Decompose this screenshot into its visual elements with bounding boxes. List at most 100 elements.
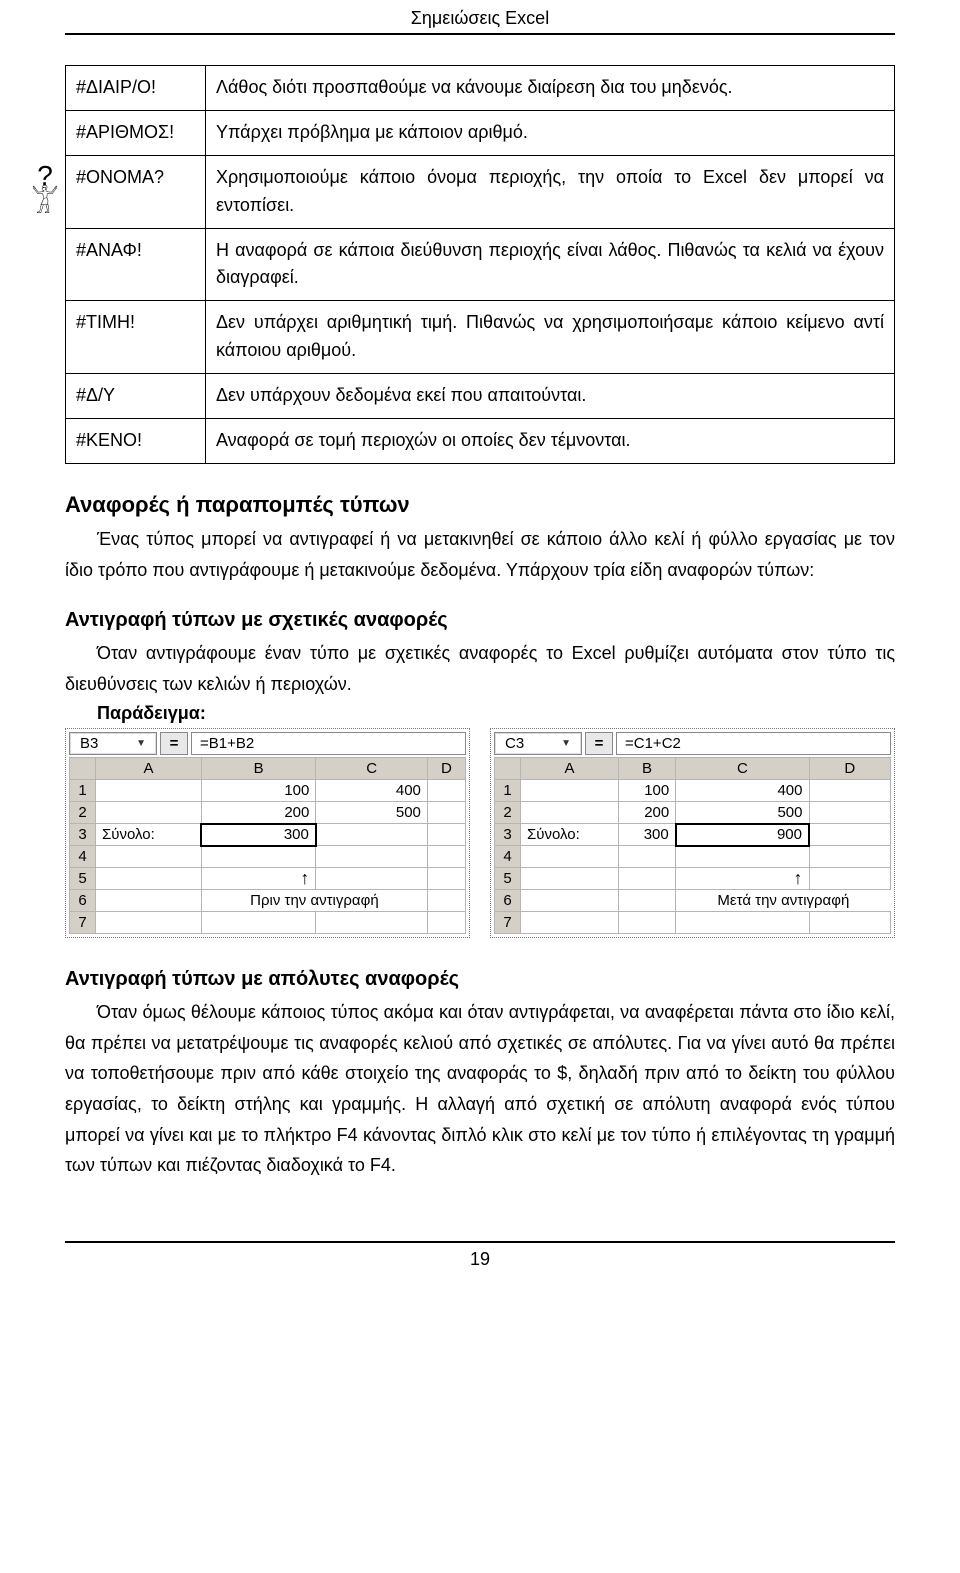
corner-cell[interactable]: [70, 758, 96, 780]
cell[interactable]: [427, 912, 465, 934]
cell[interactable]: [427, 824, 465, 846]
error-code: #ΑΝΑΦ!: [66, 228, 206, 301]
cell[interactable]: [809, 912, 891, 934]
name-box[interactable]: C3 ▼: [494, 732, 582, 755]
row-header[interactable]: 2: [495, 802, 521, 824]
row-header[interactable]: 7: [70, 912, 96, 934]
error-code: #ΑΡΙΘΜΟΣ!: [66, 110, 206, 155]
cell[interactable]: 200: [618, 802, 675, 824]
table-row: #ΔΙΑΙΡ/Ο!Λάθος διότι προσπαθούμε να κάνο…: [66, 66, 895, 111]
page-header-title: Σημειώσεις Excel: [65, 0, 895, 35]
cell[interactable]: [316, 824, 428, 846]
cell[interactable]: 100: [201, 780, 315, 802]
cell[interactable]: 400: [676, 780, 809, 802]
cell[interactable]: 500: [676, 802, 809, 824]
cell[interactable]: 400: [316, 780, 428, 802]
col-header[interactable]: C: [676, 758, 809, 780]
col-header[interactable]: B: [618, 758, 675, 780]
cell[interactable]: [96, 802, 202, 824]
cell[interactable]: [676, 846, 809, 868]
cell[interactable]: [427, 846, 465, 868]
row-header[interactable]: 5: [70, 868, 96, 890]
cell[interactable]: [96, 868, 202, 890]
row-header[interactable]: 5: [495, 868, 521, 890]
error-desc: Αναφορά σε τομή περιοχών οι οποίες δεν τ…: [206, 419, 895, 464]
cell[interactable]: [521, 780, 619, 802]
cell[interactable]: [618, 912, 675, 934]
cell[interactable]: [427, 890, 465, 912]
equals-button[interactable]: =: [160, 732, 188, 755]
row-header[interactable]: 1: [70, 780, 96, 802]
cell[interactable]: [618, 846, 675, 868]
cell[interactable]: [201, 846, 315, 868]
sheet-caption: Πριν την αντιγραφή: [201, 890, 427, 912]
cell[interactable]: [96, 846, 202, 868]
cell[interactable]: [809, 846, 891, 868]
row-header[interactable]: 3: [70, 824, 96, 846]
cell[interactable]: [316, 912, 428, 934]
cell[interactable]: [316, 846, 428, 868]
formula-bar: B3 ▼ = =B1+B2: [69, 732, 466, 755]
cell[interactable]: [521, 912, 619, 934]
row-header[interactable]: 6: [70, 890, 96, 912]
cell[interactable]: 500: [316, 802, 428, 824]
corner-cell[interactable]: [495, 758, 521, 780]
cell[interactable]: [809, 780, 891, 802]
table-row: #Δ/ΥΔεν υπάρχουν δεδομένα εκεί που απαιτ…: [66, 374, 895, 419]
cell[interactable]: [809, 868, 891, 890]
cell[interactable]: [521, 890, 619, 912]
cell[interactable]: [618, 890, 675, 912]
cell[interactable]: [521, 846, 619, 868]
col-header[interactable]: A: [96, 758, 202, 780]
row-header[interactable]: 4: [495, 846, 521, 868]
table-row: #ΟΝΟΜΑ?Χρησιμοποιούμε κάποιο όνομα περιο…: [66, 155, 895, 228]
name-box[interactable]: B3 ▼: [69, 732, 157, 755]
row-header[interactable]: 7: [495, 912, 521, 934]
error-desc: Η αναφορά σε κάποια διεύθυνση περιοχής ε…: [206, 228, 895, 301]
cell[interactable]: 200: [201, 802, 315, 824]
cell[interactable]: [427, 868, 465, 890]
row-header[interactable]: 6: [495, 890, 521, 912]
cell[interactable]: [96, 780, 202, 802]
cell[interactable]: [521, 868, 619, 890]
subsection-heading-relative: Αντιγραφή τύπων με σχετικές αναφορές: [65, 609, 895, 632]
col-header[interactable]: A: [521, 758, 619, 780]
page-number: 19: [65, 1241, 895, 1276]
dropdown-arrow-icon[interactable]: ▼: [561, 738, 571, 749]
section-paragraph: Όταν αντιγράφουμε έναν τύπο με σχετικές …: [65, 638, 895, 699]
cell[interactable]: Σύνολο:: [521, 824, 619, 846]
row-header[interactable]: 2: [70, 802, 96, 824]
col-header[interactable]: D: [427, 758, 465, 780]
cell[interactable]: [316, 868, 428, 890]
dropdown-arrow-icon[interactable]: ▼: [136, 738, 146, 749]
cell[interactable]: Σύνολο:: [96, 824, 202, 846]
cell[interactable]: [427, 802, 465, 824]
cell[interactable]: [96, 912, 202, 934]
cell[interactable]: [618, 868, 675, 890]
error-code: #ΤΙΜΗ!: [66, 301, 206, 374]
formula-text[interactable]: =C1+C2: [616, 732, 891, 755]
cell[interactable]: 100: [618, 780, 675, 802]
error-code: #ΟΝΟΜΑ?: [66, 155, 206, 228]
cell[interactable]: [201, 912, 315, 934]
error-desc: Υπάρχει πρόβλημα με κάποιον αριθμό.: [206, 110, 895, 155]
cell[interactable]: [809, 802, 891, 824]
col-header[interactable]: C: [316, 758, 428, 780]
cell[interactable]: [96, 890, 202, 912]
cell[interactable]: 300: [618, 824, 675, 846]
row-header[interactable]: 4: [70, 846, 96, 868]
col-header[interactable]: D: [809, 758, 891, 780]
col-header[interactable]: B: [201, 758, 315, 780]
cell-selected[interactable]: 300: [201, 824, 315, 846]
cell[interactable]: [427, 780, 465, 802]
error-desc: Δεν υπάρχουν δεδομένα εκεί που απαιτούντ…: [206, 374, 895, 419]
cell[interactable]: [676, 912, 809, 934]
row-header[interactable]: 1: [495, 780, 521, 802]
cell[interactable]: [809, 824, 891, 846]
row-header[interactable]: 3: [495, 824, 521, 846]
formula-text[interactable]: =B1+B2: [191, 732, 466, 755]
section-paragraph: Ένας τύπος μπορεί να αντιγραφεί ή να μετ…: [65, 524, 895, 585]
equals-button[interactable]: =: [585, 732, 613, 755]
cell-selected[interactable]: 900: [676, 824, 809, 846]
cell[interactable]: [521, 802, 619, 824]
